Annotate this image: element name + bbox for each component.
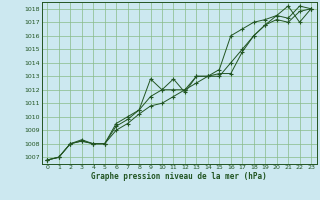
X-axis label: Graphe pression niveau de la mer (hPa): Graphe pression niveau de la mer (hPa) — [91, 172, 267, 181]
